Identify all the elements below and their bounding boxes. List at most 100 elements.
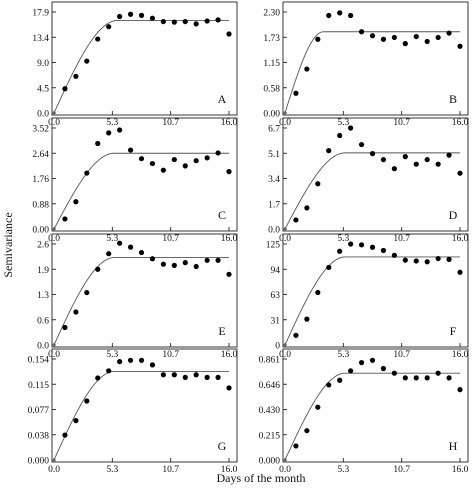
data-point	[84, 170, 90, 176]
data-point	[380, 157, 387, 163]
y-tick-label: 1.76	[32, 175, 49, 185]
y-tick-label: 0.115	[28, 381, 49, 391]
y-tick-label: 0.038	[28, 431, 50, 441]
x-tick-label: 5.3	[106, 118, 118, 128]
y-tick-label: 125	[266, 241, 281, 251]
y-axis-title: Semivariance	[1, 212, 15, 277]
data-point	[337, 248, 343, 254]
y-tick-label: 9.0	[37, 59, 49, 69]
data-point	[193, 21, 199, 27]
data-point	[73, 199, 79, 205]
data-point	[160, 167, 166, 173]
data-point	[160, 261, 166, 267]
data-point	[435, 34, 441, 41]
panel-b: 0.00 0.58 1.15 1.73 2.30 0.0 5.3 10.7 16.0 B	[263, 1, 469, 128]
data-point	[315, 181, 321, 187]
y-tick-label: 0.215	[259, 431, 281, 441]
data-point	[73, 418, 79, 424]
panel-grid: 0.04.59.013.417.90.0 5.3 10.7 16.0A0.000.58…	[28, 1, 469, 475]
data-point	[457, 170, 463, 176]
y-tick-label: 94	[271, 266, 281, 276]
y-tick-label: 1.3	[37, 291, 49, 301]
data-point	[73, 309, 79, 315]
data-point	[160, 18, 166, 25]
y-tick-label: 1.15	[263, 59, 280, 69]
data-point	[193, 372, 199, 378]
data-point	[95, 375, 101, 381]
x-tick-label: 16.0	[221, 118, 238, 128]
data-point	[435, 255, 441, 262]
data-point	[446, 152, 452, 158]
y-tick-label: 1.7	[268, 200, 280, 210]
data-point	[84, 289, 90, 296]
data-point	[402, 257, 408, 263]
y-tick-label: 0.861	[259, 356, 281, 366]
panel-frame	[51, 1, 238, 116]
panel-letter: D	[449, 208, 458, 222]
x-tick-label: 5.3	[106, 465, 118, 475]
x-tick-label: 10.7	[393, 350, 410, 360]
x-tick-label: 5.3	[337, 465, 349, 475]
data-point	[62, 324, 68, 331]
fitted-model-line	[284, 256, 460, 346]
data-point	[337, 132, 343, 139]
data-point	[84, 58, 90, 64]
data-point	[435, 370, 441, 376]
data-point	[326, 148, 332, 154]
data-point	[95, 140, 101, 147]
fitted-model-line	[53, 152, 229, 230]
y-tick-label: 31	[271, 316, 281, 326]
data-point	[171, 262, 177, 268]
data-point	[117, 127, 123, 133]
data-point	[193, 263, 199, 270]
data-point	[402, 41, 408, 47]
data-point	[391, 166, 397, 172]
data-point	[348, 368, 354, 374]
data-point	[182, 374, 188, 380]
data-point	[413, 33, 419, 40]
data-point	[315, 289, 321, 296]
panel-frame	[282, 1, 469, 116]
data-point	[391, 252, 397, 258]
data-point	[226, 31, 232, 37]
x-tick-label: 16.0	[452, 234, 469, 244]
x-tick-label: 10.7	[393, 234, 410, 244]
x-tick-label: 0.0	[48, 465, 60, 475]
y-tick-label: 2.64	[32, 150, 49, 160]
data-point	[106, 368, 112, 374]
data-point	[171, 156, 177, 163]
x-tick-label: 0.0	[48, 350, 60, 360]
x-tick-label: 16.0	[221, 465, 238, 475]
data-point	[457, 43, 463, 49]
y-tick-label: 0.58	[263, 84, 280, 94]
data-point	[149, 15, 156, 21]
y-tick-label: 0.00	[263, 110, 280, 120]
y-tick-label: 5.1	[268, 150, 280, 160]
data-point	[424, 375, 430, 381]
x-tick-label: 10.7	[162, 465, 179, 475]
data-point	[424, 157, 430, 163]
fitted-model-line	[53, 257, 229, 346]
data-point	[149, 362, 156, 368]
x-tick-label: 10.7	[162, 350, 179, 360]
data-point	[95, 266, 101, 272]
data-point	[413, 258, 419, 264]
y-tick-label: 0.154	[28, 356, 50, 366]
data-point	[171, 19, 177, 25]
y-tick-label: 0.000	[28, 457, 50, 467]
data-point	[226, 169, 232, 175]
x-tick-label: 5.3	[337, 118, 349, 128]
data-point	[369, 151, 376, 157]
panel-frame	[51, 348, 238, 463]
x-tick-label: 0.0	[279, 465, 291, 475]
x-tick-label: 16.0	[452, 118, 469, 128]
data-point	[413, 375, 419, 381]
data-point	[215, 150, 221, 156]
data-point	[348, 12, 354, 19]
y-tick-label: 6.7	[268, 125, 280, 135]
data-point	[369, 33, 376, 39]
y-tick-label: 3.52	[32, 125, 49, 135]
panel-c: 0.000.881.762.643.520.0 5.3 10.7 16.0C	[32, 117, 238, 244]
data-point	[304, 428, 310, 434]
